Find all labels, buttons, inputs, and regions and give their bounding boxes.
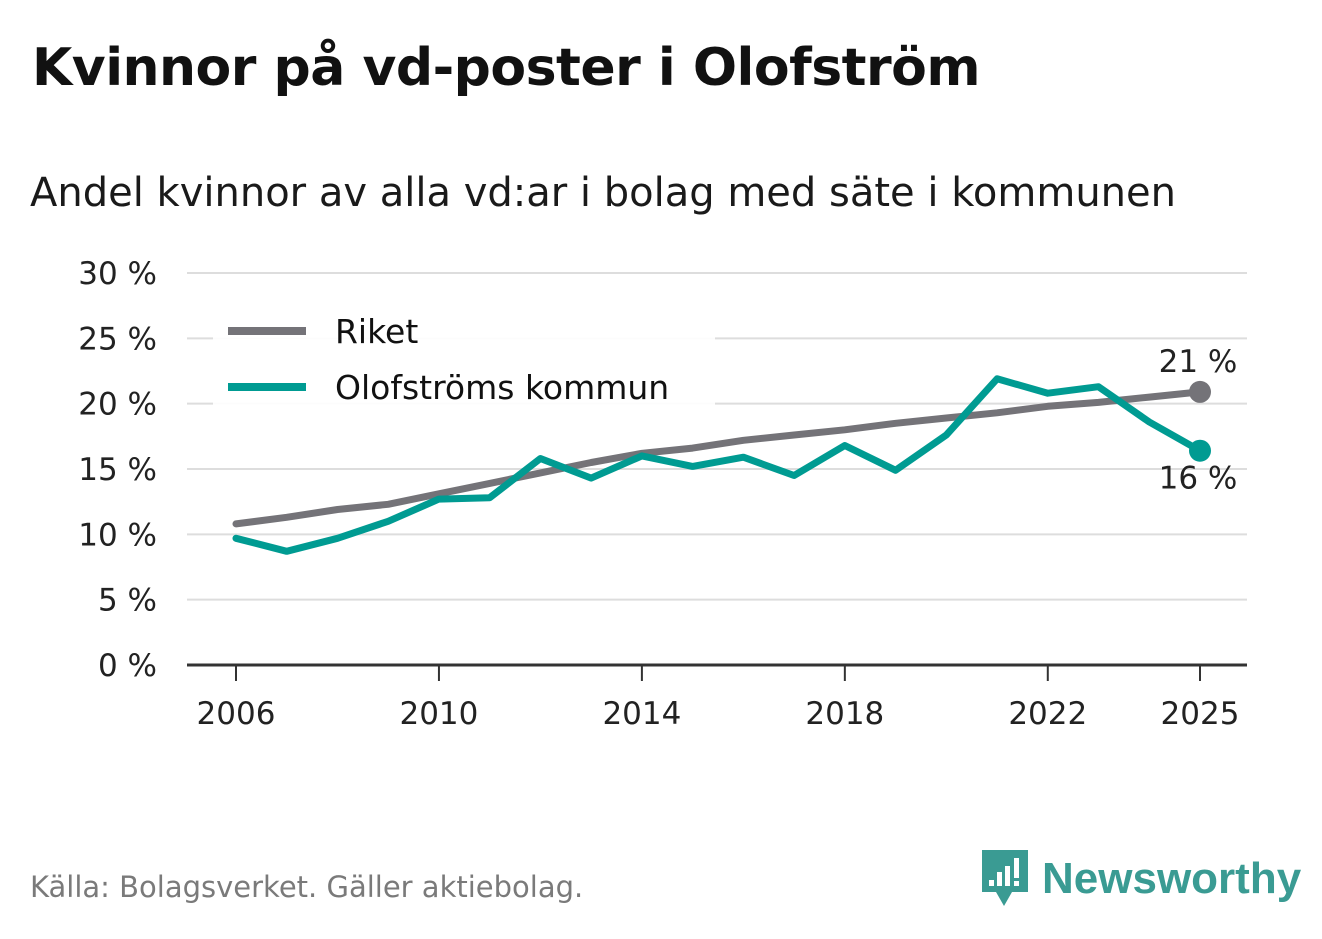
x-tick-label: 2025	[1161, 696, 1240, 732]
y-tick-label: 25 %	[78, 321, 157, 357]
y-tick-label: 5 %	[98, 583, 157, 619]
series-line-kommun	[232, 375, 1204, 555]
brand-name: Newsworthy	[1042, 854, 1302, 903]
y-tick-label: 30 %	[78, 256, 157, 292]
legend-label-riket: Riket	[335, 312, 418, 351]
x-tick-label: 2010	[399, 696, 478, 732]
y-tick-label: 10 %	[78, 517, 157, 553]
end-point-kommun	[1189, 439, 1211, 462]
chart-title: Kvinnor på vd-poster i Olofström	[32, 38, 981, 98]
x-tick-label: 2014	[602, 696, 681, 732]
y-tick-label: 20 %	[78, 387, 157, 423]
x-axis: 2006 2010 2014 2018 2022 2025	[187, 663, 1247, 732]
end-labels: 21 % 16 %	[1159, 344, 1238, 497]
x-tick-label: 2006	[197, 696, 276, 732]
newsworthy-logo-icon	[982, 850, 1028, 906]
source-note: Källa: Bolagsverket. Gäller aktiebolag.	[30, 870, 584, 904]
end-label-riket: 21 %	[1159, 344, 1238, 380]
legend-label-kommun: Olofströms kommun	[335, 368, 669, 407]
x-tick-label: 2022	[1008, 696, 1087, 732]
y-axis-labels: 0 % 5 % 10 % 15 % 20 % 25 % 30 %	[78, 256, 157, 684]
x-tick-label: 2018	[805, 696, 884, 732]
end-point-riket	[1189, 380, 1211, 403]
legend[interactable]: Riket Olofströms kommun	[213, 306, 715, 407]
y-tick-label: 0 %	[98, 648, 157, 684]
series-lines	[232, 375, 1211, 555]
series-line-riket	[232, 388, 1204, 528]
end-label-kommun: 16 %	[1159, 461, 1238, 497]
chart-subtitle: Andel kvinnor av alla vd:ar i bolag med …	[30, 170, 1176, 216]
newsworthy-logo[interactable]: Newsworthy	[980, 848, 1301, 910]
y-tick-label: 15 %	[78, 452, 157, 488]
